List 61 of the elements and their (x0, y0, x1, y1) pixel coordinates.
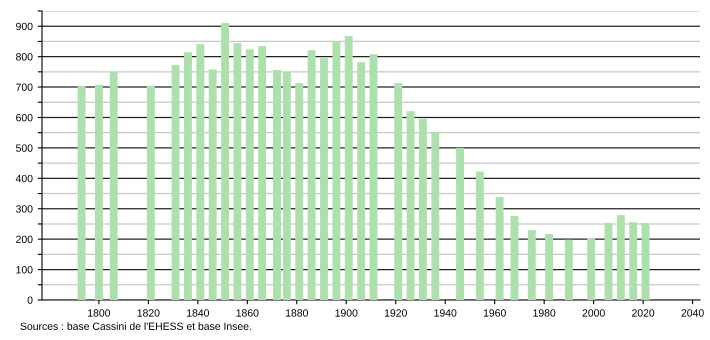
y-tick-label: 900 (16, 22, 33, 30)
y-tick-label: 0 (28, 296, 33, 304)
bar (545, 234, 554, 300)
y-tick-label: 700 (16, 84, 33, 91)
bar (258, 46, 266, 300)
bar (510, 216, 518, 300)
bar (564, 239, 573, 300)
bar (496, 197, 504, 300)
bar (629, 222, 638, 300)
y-tick-label: 800 (16, 53, 33, 61)
x-tick-label: 1920 (384, 309, 407, 317)
bar (476, 172, 484, 300)
bar (208, 69, 217, 300)
bar (431, 132, 440, 300)
bar (406, 111, 415, 300)
x-tick-label: 1940 (434, 309, 456, 317)
bar (282, 72, 291, 300)
x-tick-label: 2000 (582, 309, 605, 317)
bar (221, 22, 230, 300)
bar (146, 86, 155, 300)
bar (246, 49, 254, 300)
x-tick-label: 2040 (682, 309, 704, 317)
bar (78, 86, 86, 300)
bar (418, 118, 427, 300)
y-tick-label: 200 (16, 236, 33, 244)
bar (295, 83, 304, 300)
x-tick-label: 1800 (88, 309, 110, 317)
x-tick-label: 1980 (533, 309, 556, 317)
source-note: Sources : base Cassini de l'EHESS et base Insee. (20, 322, 251, 330)
y-tick-label: 500 (16, 144, 33, 152)
bar (273, 70, 281, 300)
bar (616, 215, 625, 300)
bar (587, 238, 596, 300)
bar (332, 42, 340, 300)
bar (233, 43, 242, 300)
bar (110, 72, 118, 300)
bar (394, 83, 402, 300)
bar (308, 50, 316, 300)
x-tick-label: 1960 (484, 309, 506, 317)
bar (94, 84, 103, 300)
y-tick-label: 300 (16, 205, 33, 213)
bar (604, 223, 612, 300)
x-tick-label: 1880 (286, 309, 308, 317)
x-tick-label: 1820 (138, 309, 160, 317)
x-tick-label: 2020 (632, 309, 654, 317)
bar (344, 36, 353, 300)
bar (196, 44, 204, 300)
y-tick-label: 100 (16, 266, 33, 274)
bar (642, 223, 650, 300)
x-tick-label: 1840 (187, 309, 210, 317)
x-tick-label: 1900 (335, 309, 358, 317)
x-tick-label: 1860 (236, 309, 258, 317)
bar (320, 58, 328, 300)
bar (172, 65, 180, 300)
bar (184, 52, 192, 300)
y-tick-label: 400 (16, 174, 33, 182)
bar (528, 230, 536, 300)
bar (357, 62, 366, 300)
bar (370, 54, 378, 300)
y-tick-label: 600 (16, 114, 33, 122)
bar (456, 148, 464, 300)
